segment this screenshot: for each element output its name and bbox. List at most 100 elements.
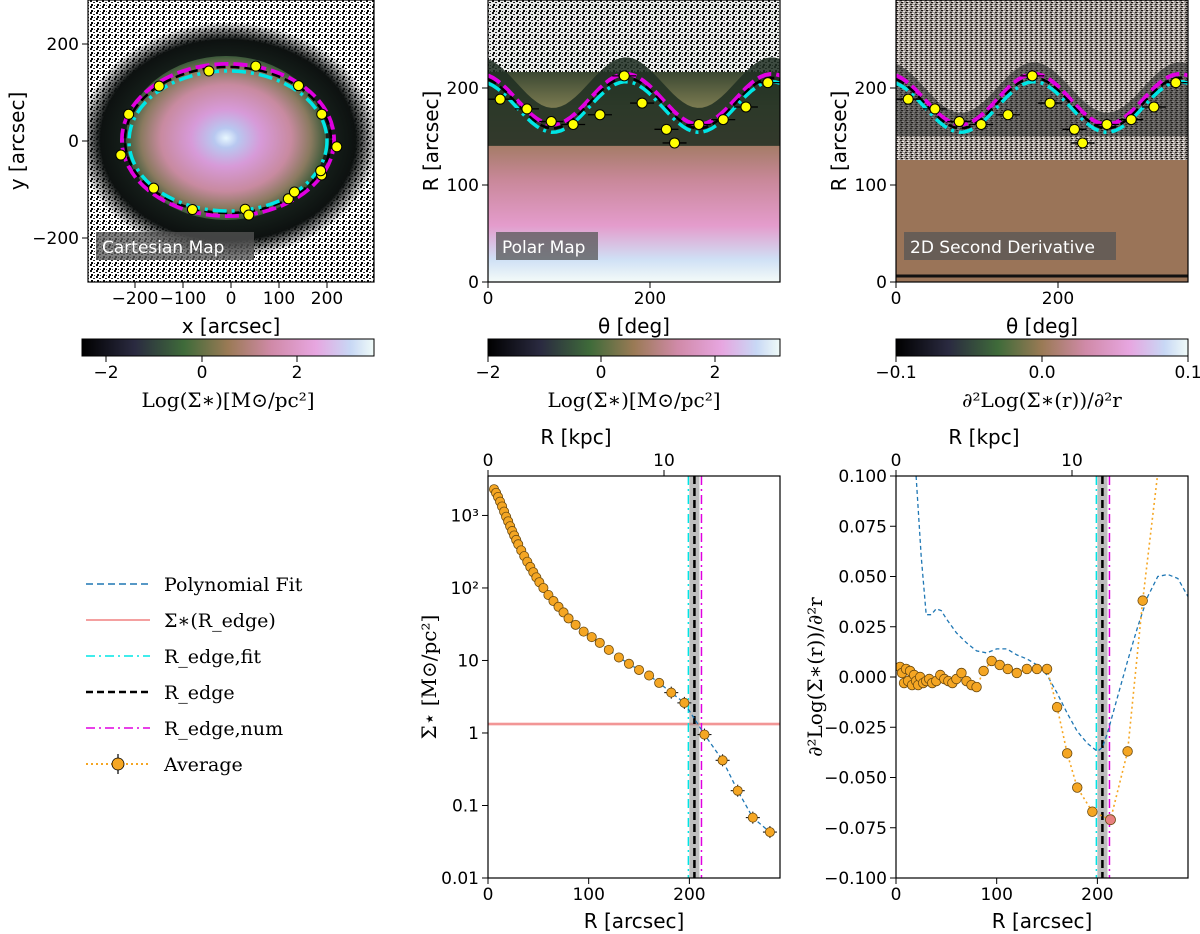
y-tick-label: −0.050 [824, 769, 887, 789]
second-x-ticks: 0 100 200 [891, 878, 1114, 905]
profile-point [732, 785, 743, 796]
second-point [1087, 806, 1098, 817]
y-tick-label: 0 [468, 273, 479, 293]
second-point [1041, 663, 1053, 675]
edge-point [123, 108, 135, 120]
edge-point [953, 116, 965, 128]
deriv-r-edge-fit [896, 79, 1188, 134]
x-tick-label: 200 [634, 289, 666, 309]
polar-y-ticks: 0 100 200 [447, 79, 488, 293]
second-point [971, 681, 982, 693]
second-point [978, 665, 989, 677]
deriv-edge-points [896, 70, 1188, 149]
polar-colorbar-ticks: −2 0 2 [475, 356, 720, 383]
legend-label-5: Average [163, 754, 243, 776]
x-tick-label: 100 [263, 289, 295, 309]
profile-top-xlabel: R [kpc] [540, 425, 611, 449]
edge-point [545, 116, 557, 128]
cartesian-xlabel: x [arcsec] [182, 314, 281, 338]
x-tick-label: 0 [891, 451, 902, 471]
profile-point [563, 613, 574, 624]
edge-point [1125, 114, 1137, 126]
cartesian-y-ticks: 200 0 −200 [32, 35, 88, 249]
second-point [1021, 663, 1033, 675]
x-tick-label: 0 [483, 885, 494, 905]
y-tick-label: −200 [32, 229, 79, 249]
profile-point [666, 687, 677, 698]
second-top-x-ticks: 0 10 [891, 451, 1083, 476]
y-tick-label: 1 [468, 724, 479, 744]
x-tick-label: −2 [93, 363, 118, 383]
second-point [1137, 595, 1148, 606]
polar-label-box [496, 232, 598, 260]
deriv-colorbar [895, 338, 1189, 357]
x-tick-label: 0 [596, 363, 607, 383]
y-tick-label: 10³ [451, 506, 479, 526]
y-tick-label: 0.050 [838, 568, 887, 588]
x-tick-label: 200 [673, 885, 705, 905]
x-tick-label: 0.0 [1028, 363, 1055, 383]
edge-point [1101, 118, 1113, 130]
edge-point [1077, 137, 1089, 149]
r-edge-num-contour [120, 62, 336, 218]
edge-point [521, 103, 533, 115]
x-tick-label: 0 [197, 363, 208, 383]
profile-point [644, 670, 655, 681]
legend: Polynomial Fit Σ∗(R_edge) R_edge,fit R_edge… [86, 574, 303, 776]
edge-point [316, 108, 328, 120]
profile-point [613, 652, 624, 663]
second-point [1031, 663, 1043, 675]
x-tick-label: 0.1 [1174, 363, 1200, 383]
y-tick-label: −0.075 [824, 819, 887, 839]
polar-xlabel: θ [deg] [598, 314, 670, 338]
x-tick-label: 200 [1042, 289, 1074, 309]
edge-point [288, 186, 300, 198]
second-point [1122, 746, 1133, 757]
deriv-frame [895, 0, 1189, 283]
deriv-ylabel: R [arcsec] [827, 91, 851, 192]
deriv-label: 2D Second Derivative [910, 238, 1095, 258]
y-tick-label: −0.025 [824, 718, 887, 738]
y-tick-label: 10² [451, 579, 479, 599]
edge-point [567, 118, 579, 130]
edge-point [1026, 70, 1038, 82]
x-tick-label: 100 [980, 885, 1012, 905]
deriv-y-ticks: 0 100 200 [855, 79, 896, 293]
x-tick-label: −2 [475, 363, 500, 383]
edge-point [669, 137, 681, 149]
profile-point [594, 637, 605, 648]
deriv-colorbar-label: ∂²Log(Σ∗(r))/∂²r [962, 388, 1122, 412]
profile-y-ticks: 10³ 10² 10 1 0.1 0.01 [441, 506, 488, 889]
x-tick-label: −100 [160, 289, 207, 309]
edge-point [243, 209, 255, 221]
deriv-dark-band [896, 62, 1188, 137]
x-tick-label: 2 [710, 363, 721, 383]
edge-point [929, 103, 941, 115]
r-edge-fit-contour [127, 69, 329, 213]
edge-point [693, 118, 705, 130]
x-tick-label: 2 [292, 363, 303, 383]
edge-point [1002, 109, 1014, 121]
cartesian-colorbar-label: Log(Σ∗)[M⊙/pc²] [141, 388, 314, 412]
y-tick-label: 200 [855, 79, 887, 99]
second-average-line [899, 476, 1159, 821]
legend-label-0: Polynomial Fit [164, 574, 303, 596]
profile-point [679, 697, 690, 708]
polar-x-ticks: 0 200 [483, 282, 666, 309]
cartesian-x-ticks: −200 −100 0 100 200 [112, 282, 343, 309]
cartesian-ylabel: y [arcsec] [5, 92, 29, 191]
deriv-label-box [904, 232, 1116, 260]
second-point [1072, 782, 1083, 793]
second-point [1105, 814, 1116, 826]
y-tick-label: 200 [447, 79, 479, 99]
second-point [1051, 701, 1063, 713]
cartesian-label-box [96, 232, 254, 260]
polar-map-panel: Polar Map 0 200 0 100 200 θ [deg] R [arcsec… [419, 0, 781, 412]
profile-xlabel: R [arcsec] [584, 909, 685, 933]
profile-point [538, 582, 549, 593]
polar-ylabel: R [arcsec] [419, 91, 443, 192]
second-xlabel: R [arcsec] [992, 909, 1093, 933]
y-tick-label: 0.025 [838, 618, 887, 638]
x-tick-label: 200 [1081, 885, 1113, 905]
